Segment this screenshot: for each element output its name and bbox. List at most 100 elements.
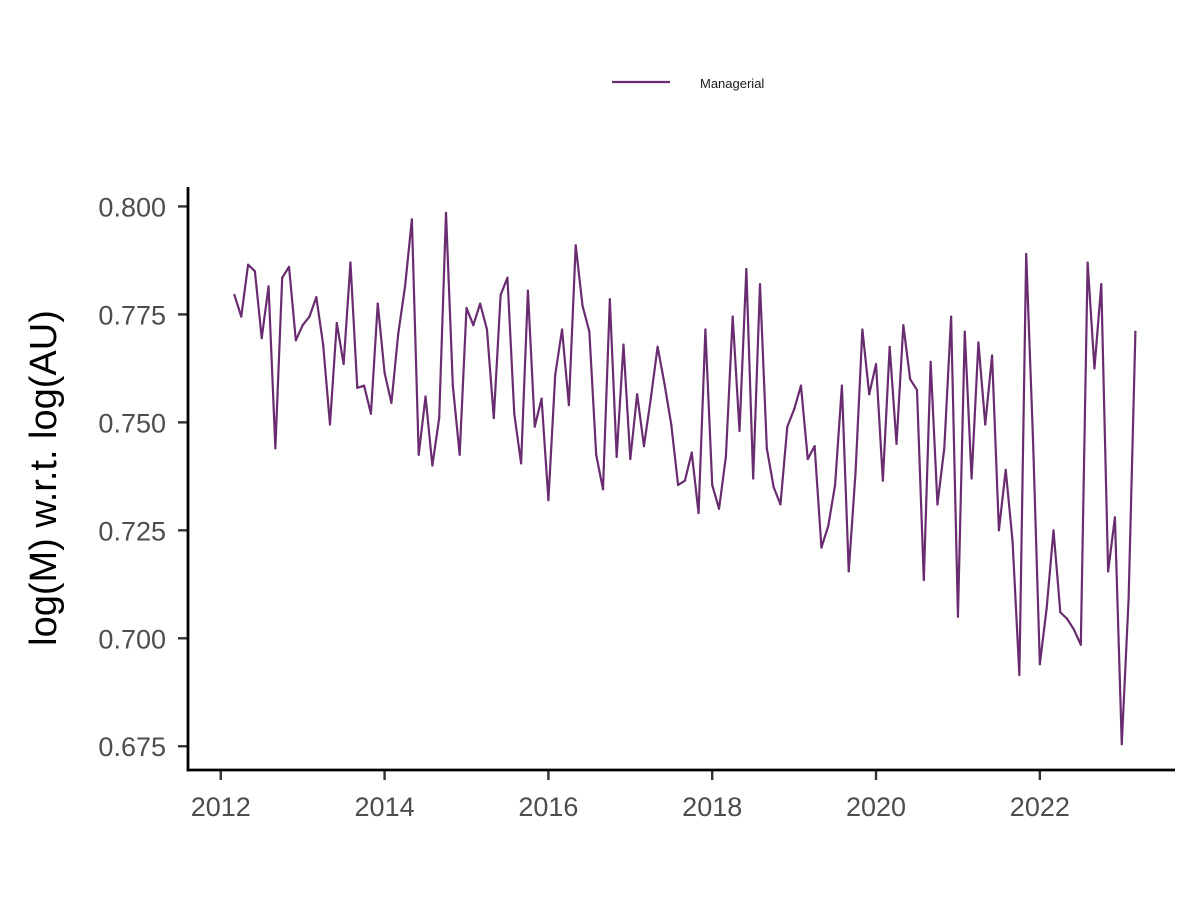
data-point xyxy=(1134,330,1137,333)
y-tick-label: 0.725 xyxy=(98,516,166,546)
data-point xyxy=(506,276,509,279)
data-point xyxy=(424,395,427,398)
data-point xyxy=(281,276,284,279)
data-point xyxy=(1079,643,1082,646)
data-point xyxy=(547,498,550,502)
data-point xyxy=(1038,663,1041,666)
data-point xyxy=(274,447,277,450)
data-point xyxy=(1100,283,1103,286)
data-point xyxy=(990,354,994,357)
data-point xyxy=(881,479,884,482)
data-point xyxy=(649,397,652,400)
data-point xyxy=(833,483,837,487)
data-point xyxy=(376,302,379,305)
data-point xyxy=(936,503,939,506)
data-point xyxy=(861,328,864,331)
data-point xyxy=(328,423,332,426)
data-point xyxy=(717,507,721,510)
data-point xyxy=(479,302,482,305)
data-point xyxy=(1107,570,1110,573)
data-point xyxy=(1052,529,1055,532)
data-point xyxy=(840,384,844,387)
data-point xyxy=(410,218,413,221)
data-point xyxy=(786,425,789,428)
data-point xyxy=(1018,673,1021,677)
y-tick-label: 0.750 xyxy=(98,408,166,438)
data-point xyxy=(895,442,898,446)
data-point xyxy=(977,341,980,344)
data-point xyxy=(868,393,871,396)
data-point xyxy=(560,328,564,331)
data-point xyxy=(704,328,707,331)
y-tick-label: 0.700 xyxy=(98,624,166,654)
data-point xyxy=(492,416,495,420)
data-point xyxy=(1127,598,1130,601)
data-point xyxy=(847,570,850,573)
data-point xyxy=(287,265,291,268)
data-point xyxy=(806,457,809,461)
data-point xyxy=(267,285,270,288)
data-point xyxy=(253,270,256,273)
data-point xyxy=(608,298,611,301)
y-tick-label: 0.675 xyxy=(98,732,166,762)
data-point xyxy=(950,315,953,318)
data-point xyxy=(1120,742,1123,746)
data-point xyxy=(1072,628,1076,631)
data-point xyxy=(772,486,775,489)
data-point xyxy=(1025,252,1028,256)
data-point xyxy=(574,244,577,247)
y-tick-label: 0.775 xyxy=(98,300,166,330)
data-points xyxy=(233,211,1137,746)
data-point xyxy=(526,289,530,292)
data-point xyxy=(246,263,250,266)
data-point xyxy=(417,453,420,456)
data-point xyxy=(642,445,646,448)
data-point xyxy=(458,453,461,456)
data-point xyxy=(683,479,687,482)
data-point xyxy=(758,283,762,286)
x-tick-label: 2014 xyxy=(355,792,415,822)
data-point xyxy=(595,453,598,456)
series-line-managerial xyxy=(233,211,1137,746)
data-point xyxy=(397,332,400,335)
x-tick-label: 2018 xyxy=(682,792,742,822)
data-point xyxy=(294,339,297,342)
data-point xyxy=(922,578,925,582)
data-point xyxy=(656,345,659,348)
data-point xyxy=(909,378,912,381)
data-point xyxy=(636,393,639,396)
data-point xyxy=(690,451,693,454)
data-point xyxy=(676,483,680,487)
data-point xyxy=(956,615,960,618)
x-tick-label: 2020 xyxy=(846,792,906,822)
x-axis-ticks: 2012 2014 2016 2018 2020 2022 xyxy=(191,770,1070,822)
data-point xyxy=(444,211,448,215)
data-point xyxy=(711,483,714,487)
data-point xyxy=(1059,611,1062,614)
legend-label-managerial: Managerial xyxy=(700,76,764,91)
data-point xyxy=(390,401,393,405)
data-point xyxy=(820,546,823,549)
data-point xyxy=(915,388,919,392)
data-point xyxy=(765,447,768,450)
data-point xyxy=(1045,606,1048,610)
data-point xyxy=(697,511,700,515)
data-point xyxy=(793,408,796,411)
data-point xyxy=(533,425,536,428)
data-point xyxy=(724,455,727,459)
data-point xyxy=(567,403,570,407)
data-point xyxy=(315,296,318,299)
data-point xyxy=(1066,617,1069,620)
data-point xyxy=(929,360,932,363)
data-point xyxy=(943,447,946,450)
data-point xyxy=(451,384,454,387)
data-point xyxy=(322,343,325,346)
data-point xyxy=(963,330,966,333)
data-point xyxy=(997,529,1001,532)
data-point xyxy=(588,330,591,333)
data-point xyxy=(342,362,345,366)
data-point xyxy=(663,382,666,385)
y-axis-ticks: 0.675 0.700 0.725 0.750 0.775 0.800 xyxy=(98,192,188,762)
data-point xyxy=(369,412,373,415)
